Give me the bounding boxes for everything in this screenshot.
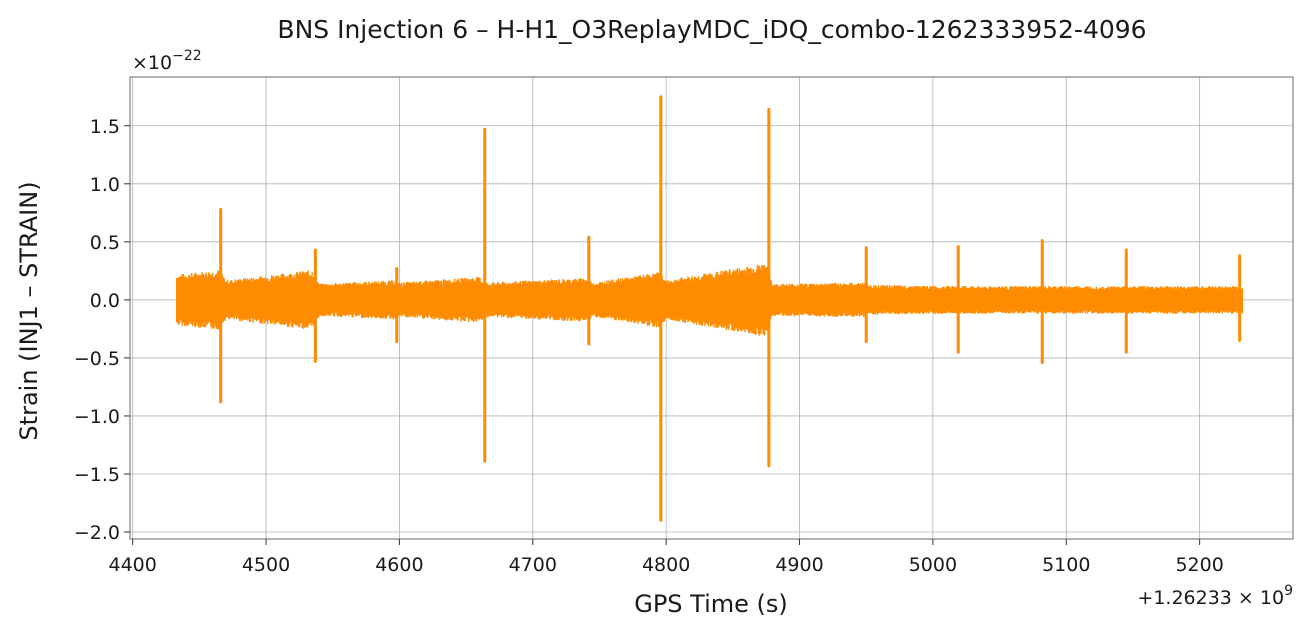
y-axis-label: Strain (INJ1 – STRAIN) [15, 181, 43, 440]
strain-series [175, 95, 1244, 522]
y-tick-label: 1.5 [90, 116, 120, 138]
x-tick-label: 5200 [1175, 554, 1223, 576]
y-tick-label: 1.0 [90, 174, 120, 196]
chart-title: BNS Injection 6 – H-H1_O3ReplayMDC_iDQ_c… [277, 15, 1146, 44]
x-tick-label: 4700 [509, 554, 557, 576]
x-tick-label: 4400 [108, 554, 156, 576]
y-tick-label: 0.0 [90, 290, 120, 312]
x-offset-base: +1.26233 × 10 [1137, 587, 1284, 609]
y-tick-label: 0.5 [90, 232, 120, 254]
x-tick-label: 5100 [1042, 554, 1090, 576]
x-axis-label: GPS Time (s) [634, 590, 788, 618]
y-tick-label: −2.0 [74, 522, 120, 544]
y-tick-label: −1.0 [74, 406, 120, 428]
x-tick-label: 5000 [909, 554, 957, 576]
y-tick-label: −0.5 [74, 348, 120, 370]
x-offset-exponent: 9 [1284, 583, 1293, 599]
axis-ticks: 4400 4500 4600 4700 4800 4900 5000 5100 5200 1.5 1… [74, 116, 1224, 576]
x-tick-label: 4600 [375, 554, 423, 576]
plot-frame [129, 76, 1294, 540]
x-tick-label: 4800 [642, 554, 690, 576]
x-offset-label: +1.26233 × 109 [1137, 583, 1293, 609]
y-scale-base: ×10 [132, 52, 172, 74]
noise-band [175, 264, 1244, 336]
y-tick-label: −1.5 [74, 464, 120, 486]
y-scale-exponent: −22 [172, 48, 202, 64]
x-tick-label: 4500 [242, 554, 290, 576]
y-scale-label: ×10−22 [132, 48, 202, 74]
x-tick-label: 4900 [775, 554, 823, 576]
